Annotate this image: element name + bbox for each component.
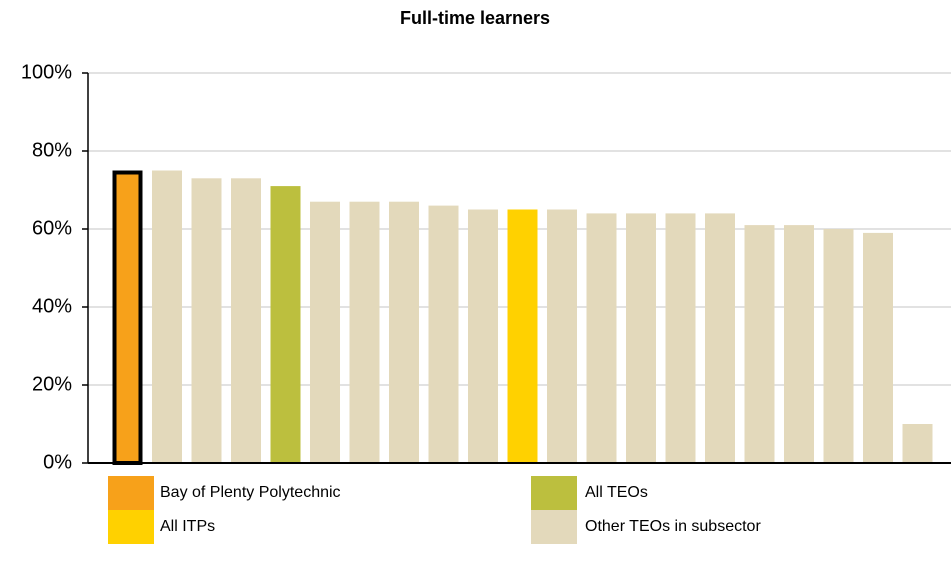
chart-title: Full-time learners bbox=[400, 8, 550, 28]
legend-swatch bbox=[108, 510, 154, 544]
legend-swatch bbox=[108, 476, 154, 510]
bar bbox=[626, 213, 656, 463]
y-tick-label: 60% bbox=[32, 217, 72, 239]
bar bbox=[902, 424, 933, 463]
bar bbox=[784, 225, 814, 463]
legend-label: All ITPs bbox=[160, 518, 215, 535]
bar bbox=[863, 232, 893, 463]
bar bbox=[152, 170, 182, 463]
bar bbox=[389, 201, 419, 463]
bar bbox=[468, 209, 498, 463]
legend-label: All TEOs bbox=[585, 484, 648, 501]
bar bbox=[191, 178, 222, 464]
legend-swatch bbox=[531, 476, 577, 510]
y-tick-label: 40% bbox=[32, 295, 72, 317]
bar bbox=[665, 213, 696, 463]
bar bbox=[428, 205, 459, 463]
bar bbox=[112, 170, 143, 465]
bar bbox=[823, 229, 854, 463]
legend-swatch bbox=[531, 510, 577, 544]
legend-label: Other TEOs in subsector bbox=[585, 518, 761, 535]
y-tick-label: 80% bbox=[32, 139, 72, 161]
y-tick-label: 20% bbox=[32, 373, 72, 395]
y-tick-label: 0% bbox=[43, 451, 72, 473]
y-tick-label: 100% bbox=[21, 61, 72, 83]
bar bbox=[507, 209, 538, 463]
bar bbox=[586, 213, 617, 463]
legend-label: Bay of Plenty Polytechnic bbox=[160, 484, 341, 501]
bar bbox=[270, 186, 301, 463]
bar bbox=[231, 178, 261, 464]
bar bbox=[744, 225, 775, 463]
bar bbox=[547, 209, 577, 463]
bar bbox=[349, 201, 380, 463]
bar bbox=[705, 213, 735, 463]
bar bbox=[310, 201, 340, 463]
